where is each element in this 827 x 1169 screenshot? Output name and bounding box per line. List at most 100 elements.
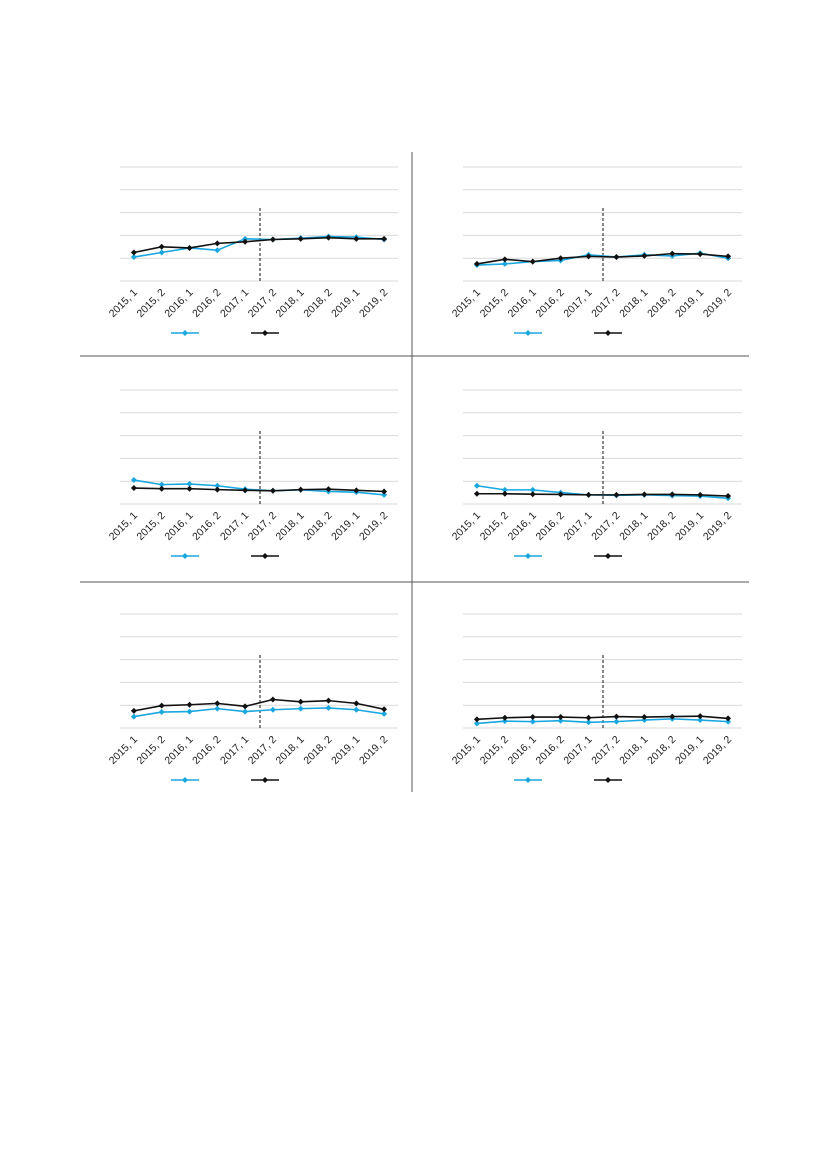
data-point (242, 708, 249, 715)
legend-key-series-1 (171, 777, 199, 783)
data-point (641, 491, 648, 498)
x-tick-label: 2017, 2 (246, 734, 279, 767)
x-tick-label: 2018, 2 (301, 734, 334, 767)
data-point (501, 718, 508, 725)
data-point (473, 490, 480, 497)
legend-marker (262, 553, 268, 559)
data-point (158, 243, 165, 250)
x-tick-label: 2018, 2 (645, 287, 678, 320)
x-tick-label: 2016, 1 (162, 734, 195, 767)
legend-marker (262, 777, 268, 783)
data-point (557, 717, 564, 724)
data-point (613, 718, 620, 725)
x-tick-label: 2019, 1 (673, 734, 706, 767)
series-line-2 (133, 487, 385, 493)
data-point (214, 482, 221, 489)
data-point (353, 235, 360, 242)
x-tick-label: 2018, 1 (274, 287, 307, 320)
series-line-2 (476, 715, 729, 721)
data-point (186, 708, 193, 715)
x-tick-label: 2015, 1 (107, 734, 140, 767)
data-point (130, 713, 137, 720)
data-point (473, 260, 480, 267)
data-point (214, 700, 221, 707)
legend-marker (605, 330, 611, 336)
x-tick-label: 2017, 2 (589, 510, 622, 543)
x-tick-label: 2018, 1 (274, 510, 307, 543)
x-tick-label: 2016, 1 (506, 287, 539, 320)
data-point (585, 253, 592, 260)
data-point (325, 704, 332, 711)
data-point (529, 718, 536, 725)
x-tick-label: 2018, 2 (645, 510, 678, 543)
data-point (186, 485, 193, 492)
data-point (381, 491, 388, 498)
series-line-2 (133, 236, 385, 254)
x-tick-label: 2015, 1 (450, 734, 483, 767)
legend-key-series-1 (514, 330, 542, 336)
x-tick-label: 2015, 2 (135, 287, 168, 320)
data-point (269, 236, 276, 243)
data-point (242, 238, 249, 245)
data-point (269, 706, 276, 713)
data-point (297, 486, 304, 493)
legend-marker (525, 330, 531, 336)
data-point (325, 234, 332, 241)
x-tick-label: 2016, 2 (190, 287, 223, 320)
legend-key-series-1 (514, 777, 542, 783)
data-point (130, 249, 137, 256)
data-point (186, 244, 193, 251)
x-tick-label: 2015, 2 (135, 510, 168, 543)
legend-marker (605, 777, 611, 783)
x-tick-label: 2019, 2 (701, 287, 734, 320)
x-tick-label: 2015, 2 (478, 510, 511, 543)
data-point (641, 252, 648, 259)
data-point (158, 709, 165, 716)
data-point (158, 249, 165, 256)
data-point (725, 493, 732, 500)
x-tick-label: 2015, 2 (478, 734, 511, 767)
series-line-1 (133, 707, 385, 718)
data-point (473, 716, 480, 723)
legend-key-series-1 (171, 330, 199, 336)
data-point (557, 491, 564, 498)
x-tick-label: 2017, 2 (246, 510, 279, 543)
x-tick-label: 2016, 2 (534, 734, 567, 767)
x-tick-label: 2016, 1 (162, 287, 195, 320)
x-tick-label: 2017, 2 (246, 287, 279, 320)
x-tick-label: 2019, 1 (673, 287, 706, 320)
x-tick-label: 2019, 2 (701, 734, 734, 767)
data-point (613, 713, 620, 720)
x-tick-label: 2018, 1 (617, 734, 650, 767)
x-tick-label: 2015, 1 (450, 287, 483, 320)
data-point (214, 247, 221, 254)
x-tick-label: 2015, 1 (107, 287, 140, 320)
data-point (501, 490, 508, 497)
data-point (529, 258, 536, 265)
data-point (473, 720, 480, 727)
data-point (501, 260, 508, 267)
legend-marker (525, 553, 531, 559)
data-point (325, 486, 332, 493)
series-line-2 (476, 252, 729, 265)
x-tick-label: 2019, 2 (357, 510, 390, 543)
data-point (381, 235, 388, 242)
x-tick-label: 2015, 1 (107, 510, 140, 543)
data-point (501, 256, 508, 263)
data-point (186, 701, 193, 708)
legend-key-series-2 (251, 553, 279, 559)
x-tick-label: 2019, 1 (329, 734, 362, 767)
legend-marker (182, 553, 188, 559)
x-tick-label: 2017, 2 (589, 287, 622, 320)
data-point (130, 707, 137, 714)
data-point (725, 715, 732, 722)
data-point (325, 697, 332, 704)
x-tick-label: 2018, 2 (645, 734, 678, 767)
data-point (557, 714, 564, 721)
